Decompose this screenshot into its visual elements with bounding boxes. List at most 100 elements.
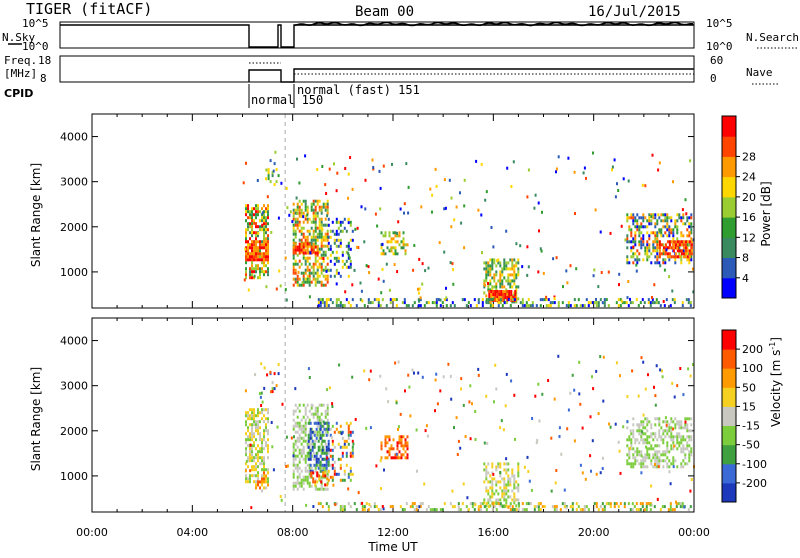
cell — [325, 433, 328, 437]
cell — [494, 290, 497, 293]
cell — [245, 453, 247, 457]
cell — [326, 262, 329, 266]
cell — [491, 495, 494, 499]
cell-sparse — [592, 274, 595, 278]
cell — [644, 417, 647, 421]
cell — [658, 243, 661, 247]
cell — [296, 430, 299, 434]
cell — [509, 483, 512, 487]
cell — [255, 486, 257, 490]
cell — [652, 453, 655, 457]
cell — [668, 240, 671, 244]
cell — [265, 249, 267, 253]
cell-sparse — [434, 167, 437, 171]
cell — [318, 250, 321, 254]
cell — [503, 480, 506, 484]
cell — [343, 217, 346, 221]
cell — [682, 240, 685, 244]
cell — [249, 255, 251, 259]
cell — [312, 268, 315, 272]
cell — [245, 219, 247, 223]
cell — [311, 430, 314, 434]
colorbar-tick-label: 50 — [742, 381, 756, 394]
cell — [688, 459, 691, 463]
cell — [267, 432, 269, 436]
cell — [605, 298, 608, 302]
cell — [511, 505, 514, 509]
cell — [300, 418, 303, 422]
cell — [626, 258, 629, 262]
cell — [349, 430, 352, 434]
cell — [261, 228, 263, 232]
cell — [267, 456, 269, 460]
cell — [427, 301, 430, 305]
cell — [499, 301, 502, 305]
cell — [326, 256, 329, 260]
cell — [363, 505, 366, 509]
cell-sparse — [250, 506, 253, 510]
cell — [674, 258, 677, 262]
cell — [347, 265, 350, 269]
cell-sparse — [245, 459, 248, 463]
cell-sparse — [321, 165, 324, 168]
cell-sparse — [278, 269, 281, 273]
cell — [326, 430, 329, 434]
cell — [329, 298, 332, 302]
cell — [335, 259, 338, 263]
cell — [253, 270, 255, 274]
cell — [314, 220, 317, 224]
cell-sparse — [447, 362, 450, 366]
cell — [510, 299, 513, 302]
cell — [339, 478, 342, 482]
cell — [347, 274, 350, 278]
cell — [257, 204, 259, 208]
cell — [495, 468, 498, 472]
cell — [337, 226, 340, 230]
cell-sparse — [592, 151, 594, 155]
cell-sparse — [566, 281, 569, 285]
cell — [325, 304, 328, 308]
cell — [319, 436, 322, 440]
cell — [503, 492, 506, 496]
cell — [347, 472, 350, 476]
cell — [265, 252, 267, 256]
cell-sparse — [657, 213, 660, 217]
cell — [632, 465, 635, 469]
cell — [308, 466, 311, 470]
cell — [517, 483, 520, 487]
cell-sparse — [381, 267, 384, 271]
cell — [658, 231, 661, 235]
cell — [473, 508, 476, 512]
cell — [329, 448, 332, 452]
colorbar-swatch — [722, 176, 736, 198]
cell — [400, 240, 403, 244]
cell — [662, 243, 665, 247]
cell — [648, 237, 651, 241]
cell — [547, 304, 550, 308]
cell — [257, 471, 259, 475]
cell-sparse — [609, 231, 612, 235]
cell — [255, 237, 257, 241]
cell — [495, 483, 498, 487]
cell — [650, 447, 653, 451]
cell — [491, 489, 494, 493]
cell — [515, 276, 518, 280]
cell — [652, 246, 655, 250]
cell — [300, 436, 303, 440]
cell — [668, 258, 671, 262]
cell-sparse — [435, 372, 438, 376]
cell — [309, 427, 312, 431]
cell — [505, 486, 508, 490]
cell-sparse — [322, 420, 325, 424]
cell — [672, 255, 675, 259]
cell-sparse — [397, 220, 400, 224]
cell — [601, 301, 604, 305]
cell — [417, 304, 420, 308]
cell-sparse — [332, 483, 335, 487]
cell — [656, 465, 659, 469]
cell — [626, 453, 629, 457]
cell — [315, 463, 318, 467]
cell-sparse — [421, 262, 424, 266]
cell — [251, 411, 253, 415]
cell-sparse — [380, 487, 382, 491]
